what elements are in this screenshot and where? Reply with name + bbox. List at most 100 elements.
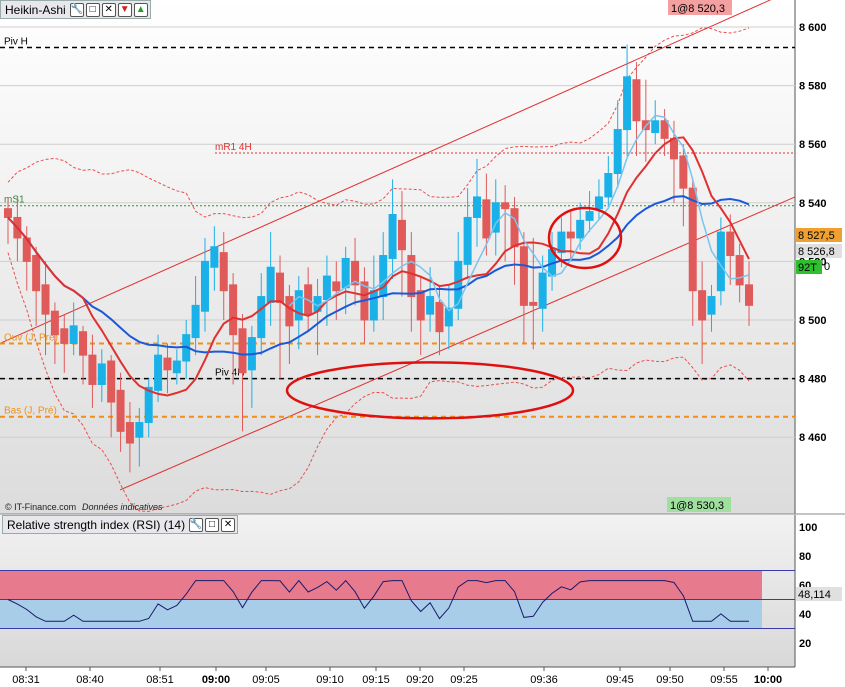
candle-body [172, 360, 181, 374]
candle-body [557, 231, 566, 254]
candle-body [79, 331, 88, 356]
rsi-oversold-zone [0, 599, 762, 629]
candle-body [688, 187, 697, 292]
candle-body [41, 284, 50, 315]
chart-title: Heikin-Ashi [5, 2, 66, 17]
disclaimer-text: Données indicatives [82, 502, 163, 512]
order-bottom-tag: 1@8 530,3 [670, 500, 724, 512]
up-arrow-icon[interactable]: ▲ [133, 2, 148, 17]
candle-body [585, 211, 594, 221]
candle-body [210, 246, 219, 268]
annotation-circle [547, 206, 623, 270]
price-gridlines [0, 26, 795, 438]
order-bottom-tag-bg [667, 497, 731, 512]
rsi-line [7, 579, 749, 622]
candle-body [107, 360, 116, 403]
time-tick-label: 09:00 [202, 674, 230, 686]
candle-body [341, 257, 350, 289]
candle-body [463, 216, 472, 265]
time-tick-label: 09:25 [450, 674, 478, 686]
candle-body [238, 328, 247, 374]
candle-body [632, 79, 641, 122]
rsi-tick-label: 100 [799, 522, 817, 534]
candle-body [501, 202, 510, 210]
candle-body [257, 296, 266, 339]
window-icon[interactable]: □ [205, 517, 220, 532]
candle-body [698, 290, 707, 321]
candle-body [491, 202, 500, 233]
rsi-tick-label: 80 [799, 551, 811, 563]
price-tick-label: 8 480 [799, 374, 827, 386]
candle-body [529, 301, 538, 306]
copyright-text: © IT-Finance.com [5, 502, 76, 512]
candle-body [679, 155, 688, 189]
candle-body [97, 363, 106, 385]
annotation-layer [285, 206, 623, 420]
band-upper [7, 27, 750, 219]
candle-body [125, 422, 134, 444]
wrench-icon[interactable]: 🔧 [69, 2, 84, 17]
candle-body [276, 272, 285, 303]
candle-body [416, 290, 425, 321]
candle-body [604, 173, 613, 198]
ma-slow-line [7, 195, 750, 356]
candle-body [669, 137, 678, 160]
candle-body [388, 214, 397, 259]
channel-upper [0, 0, 772, 344]
time-tick-label: 09:36 [530, 674, 558, 686]
rsi-title: Relative strength index (RSI) (14) [7, 517, 186, 532]
candle-body [88, 354, 97, 385]
zero-tag: 0 [824, 261, 830, 273]
level-label: mS1 [4, 195, 25, 206]
candle-body [397, 219, 406, 251]
time-tick-label: 08:51 [146, 674, 174, 686]
bollinger-band [7, 27, 750, 513]
candle-body [50, 310, 59, 336]
volume-tag-bg [796, 260, 822, 274]
candle-body [60, 328, 69, 344]
candle-body [294, 290, 303, 321]
candle-body [566, 231, 575, 239]
price-tick-label: 8 540 [799, 198, 827, 210]
level-label: Piv H [4, 37, 28, 48]
close-icon[interactable]: ✕ [101, 2, 116, 17]
level-label: Bas (J, Pré) [4, 406, 57, 417]
price-tick-label: 8 560 [799, 139, 827, 151]
wrench-icon[interactable]: 🔧 [189, 517, 204, 532]
price-tick-label: 8 600 [799, 22, 827, 34]
candle-body [613, 129, 622, 175]
order-top-tag: 1@8 520,3 [671, 3, 725, 15]
candles-layer [4, 44, 754, 473]
candle-body [726, 231, 735, 257]
level-label: Piv 4H [215, 368, 244, 379]
down-arrow-icon[interactable]: ▼ [117, 2, 132, 17]
time-tick-label: 09:10 [316, 674, 344, 686]
time-axis-labels: 08:31 08:40 08:51 09:00 09:05 09:10 09:15 09:20… [12, 667, 782, 686]
candle-body [154, 354, 163, 391]
candle-body [444, 307, 453, 327]
annotation-ellipse [285, 361, 575, 420]
moving-averages [7, 114, 750, 397]
candle-body [651, 120, 660, 133]
close-icon[interactable]: ✕ [221, 517, 236, 532]
candle-body [407, 255, 416, 298]
candle-body [163, 357, 172, 371]
time-tick-label: 09:20 [406, 674, 434, 686]
candle-body [623, 76, 632, 131]
candle-body [266, 266, 275, 303]
candle-body [229, 284, 238, 336]
level-label: mR1 4H [215, 142, 252, 153]
order-top-tag-bg [668, 0, 732, 15]
rsi-tick-label: 40 [799, 609, 811, 621]
current-price-tag-bg [796, 244, 842, 258]
time-tick-label: 08:40 [76, 674, 104, 686]
window-icon[interactable]: □ [85, 2, 100, 17]
candle-body [426, 296, 435, 315]
candle-body [473, 196, 481, 218]
rsi-tick-label: 20 [799, 638, 811, 650]
time-tick-label: 09:45 [606, 674, 634, 686]
candle-body [454, 260, 463, 309]
time-tick-label: 08:31 [12, 674, 40, 686]
candle-body [351, 260, 360, 286]
candle-body [735, 255, 744, 286]
